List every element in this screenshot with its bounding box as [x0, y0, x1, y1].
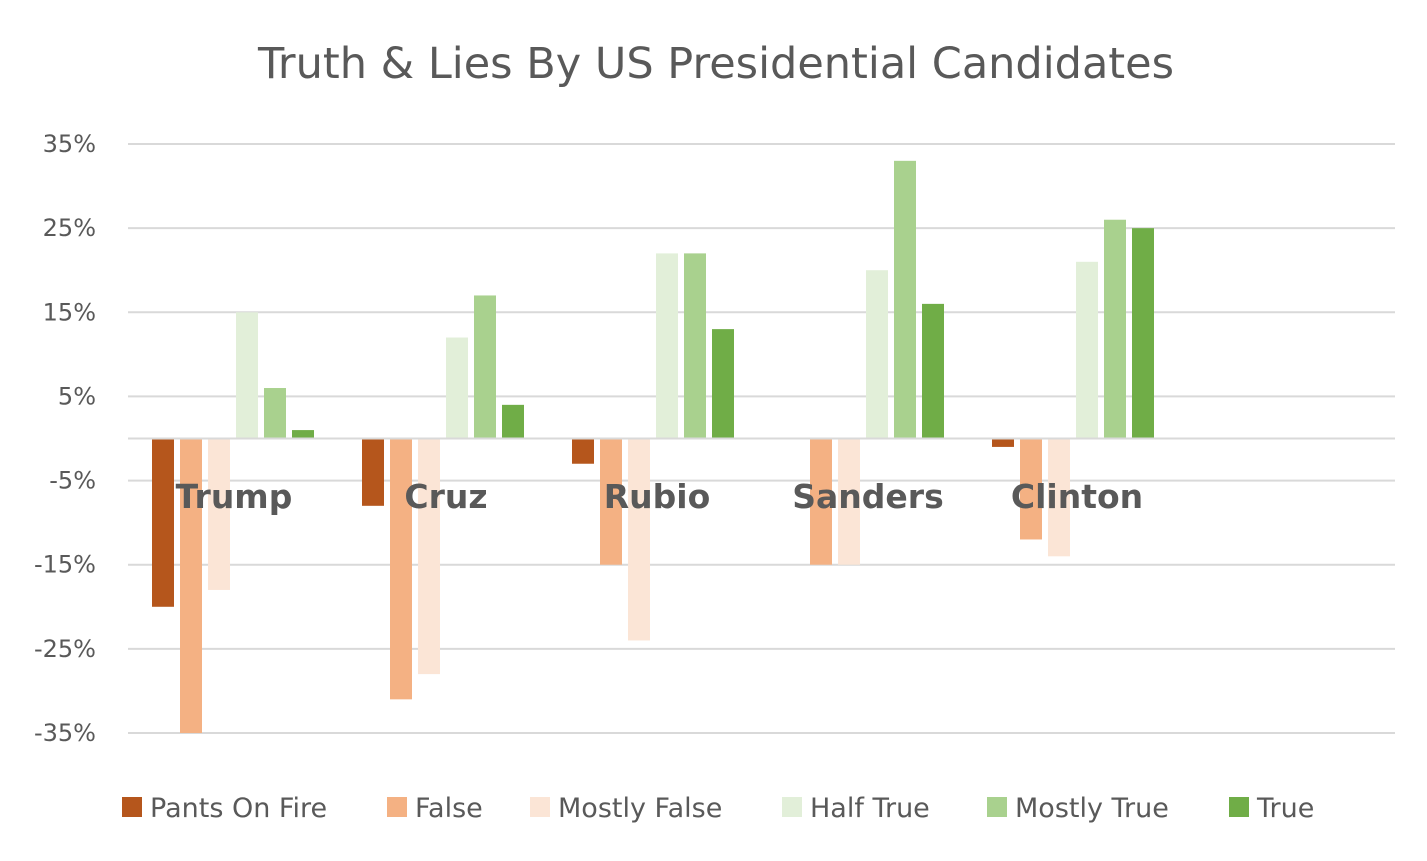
- bar-trump-mostly-false: [208, 438, 230, 590]
- y-tick-label: -25%: [34, 635, 96, 663]
- bar-rubio-pants-on-fire: [572, 438, 594, 464]
- legend-swatch: [530, 797, 550, 817]
- bar-rubio-mostly-false: [628, 438, 650, 641]
- bar-cruz-true: [502, 404, 524, 439]
- bar-trump-false: [180, 438, 202, 733]
- bar-rubio-half-true: [656, 253, 678, 439]
- legend-label: True: [1256, 793, 1314, 824]
- legend-label: Mostly False: [558, 793, 722, 824]
- legend-swatch: [387, 797, 407, 817]
- gridlines: [128, 143, 1395, 734]
- bar-clinton-mostly-false: [1048, 438, 1070, 557]
- legend-label: Mostly True: [1015, 793, 1169, 824]
- y-tick-label: 35%: [43, 130, 96, 158]
- bar-cruz-mostly-false: [418, 438, 440, 675]
- category-label: Clinton: [1011, 477, 1143, 516]
- category-label: Rubio: [604, 477, 711, 516]
- chart-title: Truth & Lies By US Presidential Candidat…: [257, 39, 1174, 89]
- bar-trump-true: [292, 430, 314, 439]
- legend-swatch: [1229, 797, 1249, 817]
- legend: Pants On Fire False Mostly False Half True M…: [122, 793, 1314, 824]
- bar-trump-mostly-true: [264, 388, 286, 439]
- bar-cruz-false: [390, 438, 412, 700]
- legend-swatch: [122, 797, 142, 817]
- legend-swatch: [987, 797, 1007, 817]
- bar-clinton-half-true: [1076, 261, 1098, 439]
- legend-label: Half True: [810, 793, 930, 824]
- category-label: Sanders: [792, 477, 943, 516]
- category-labels: Trump Cruz Rubio Sanders Clinton: [176, 477, 1143, 516]
- bar-sanders-mostly-true: [894, 160, 916, 439]
- bar-cruz-pants-on-fire: [362, 438, 384, 506]
- y-tick-label: -5%: [49, 467, 96, 495]
- bar-clinton-true: [1132, 228, 1154, 439]
- legend-label: Pants On Fire: [150, 793, 327, 824]
- legend-swatch: [782, 797, 802, 817]
- bar-rubio-true: [712, 329, 734, 439]
- y-tick-label: 25%: [43, 214, 96, 242]
- bar-cruz-half-true: [446, 337, 468, 439]
- bar-clinton-false: [1020, 438, 1042, 540]
- legend-label: False: [415, 793, 483, 824]
- y-tick-label: 15%: [43, 298, 96, 326]
- bar-trump-pants-on-fire: [152, 438, 174, 607]
- bars: [152, 160, 1154, 733]
- y-tick-label: 5%: [58, 382, 96, 410]
- y-axis-tick-labels: 35% 25% 15% 5% -5% -15% -25% -35%: [34, 130, 96, 747]
- bar-sanders-true: [922, 303, 944, 439]
- bar-sanders-half-true: [866, 270, 888, 439]
- bar-sanders-false: [810, 438, 832, 565]
- bar-rubio-mostly-true: [684, 253, 706, 439]
- bar-sanders-mostly-false: [838, 438, 860, 565]
- bar-clinton-pants-on-fire: [992, 438, 1014, 447]
- bar-clinton-mostly-true: [1104, 219, 1126, 439]
- y-tick-label: -15%: [34, 551, 96, 579]
- category-label: Cruz: [404, 477, 487, 516]
- category-label: Trump: [176, 477, 293, 516]
- bar-rubio-false: [600, 438, 622, 565]
- y-tick-label: -35%: [34, 719, 96, 747]
- bar-cruz-mostly-true: [474, 295, 496, 439]
- bar-trump-half-true: [236, 312, 258, 439]
